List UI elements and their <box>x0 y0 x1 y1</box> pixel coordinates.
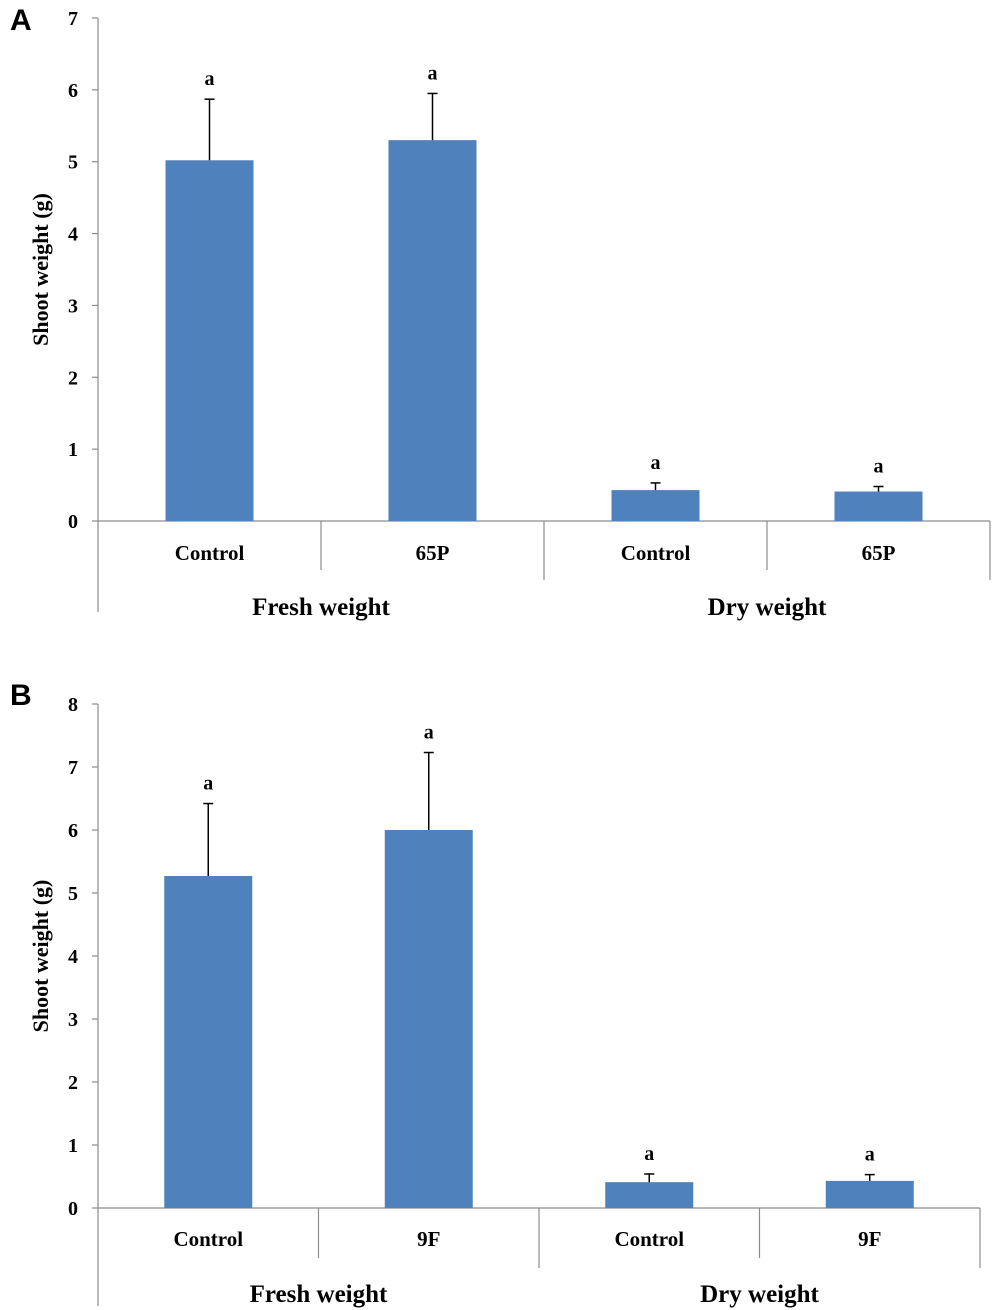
group-label: Fresh weight <box>250 1281 388 1308</box>
y-axis-title: Shoot weight (g) <box>28 193 53 346</box>
significance-label: a <box>865 1144 875 1166</box>
significance-label: a <box>651 452 661 474</box>
significance-label: a <box>424 722 434 744</box>
group-label: Fresh weight <box>252 594 390 621</box>
y-tick-label: 8 <box>68 694 78 716</box>
y-tick-label: 0 <box>68 511 78 533</box>
panel-letter: A <box>10 4 32 37</box>
panel-b: B 0 1 2 3 4 5 6 7 8 Shoot weight (g) a Control a 9F a Co… <box>10 679 981 1308</box>
category-label: Control <box>175 541 245 565</box>
category-label: 9F <box>417 1227 440 1251</box>
y-tick-label: 5 <box>68 152 78 174</box>
y-tick-label: 6 <box>68 820 78 842</box>
y-tick-label: 2 <box>68 1072 78 1094</box>
y-tick-label: 4 <box>68 946 78 968</box>
group-label: Dry weight <box>700 1281 819 1308</box>
category-label: 9F <box>858 1227 881 1251</box>
y-tick-label: 5 <box>68 883 78 905</box>
bar <box>165 160 254 521</box>
y-tick-label: 1 <box>68 1135 78 1157</box>
y-tick-label: 0 <box>68 1198 78 1220</box>
y-tick-label: 4 <box>68 224 78 246</box>
significance-label: a <box>644 1143 654 1165</box>
significance-label: a <box>205 68 215 90</box>
bar <box>834 491 923 521</box>
bar <box>825 1180 914 1208</box>
bar <box>388 140 477 521</box>
bar <box>611 490 700 521</box>
y-tick-label: 7 <box>68 8 78 30</box>
y-tick-label: 1 <box>68 439 78 461</box>
category-label: 65P <box>862 541 896 565</box>
y-tick-label: 7 <box>68 757 78 779</box>
group-label: Dry weight <box>708 594 827 621</box>
category-label: 65P <box>416 541 450 565</box>
y-tick-label: 3 <box>68 295 78 317</box>
panel-letter: B <box>10 679 32 712</box>
y-tick-label: 3 <box>68 1009 78 1031</box>
category-label: Control <box>173 1227 243 1251</box>
bar <box>605 1182 694 1208</box>
category-label: Control <box>621 541 691 565</box>
bar <box>384 830 473 1208</box>
significance-label: a <box>203 773 213 795</box>
panel-a: A 0 1 2 3 4 5 6 7 Shoot weight (g) a Control a 65P a Co… <box>10 4 991 621</box>
significance-label: a <box>428 62 438 84</box>
bar <box>164 875 253 1208</box>
y-tick-label: 2 <box>68 367 78 389</box>
y-axis-title: Shoot weight (g) <box>28 880 53 1033</box>
y-tick-label: 6 <box>68 80 78 102</box>
category-label: Control <box>614 1227 684 1251</box>
significance-label: a <box>874 456 884 478</box>
